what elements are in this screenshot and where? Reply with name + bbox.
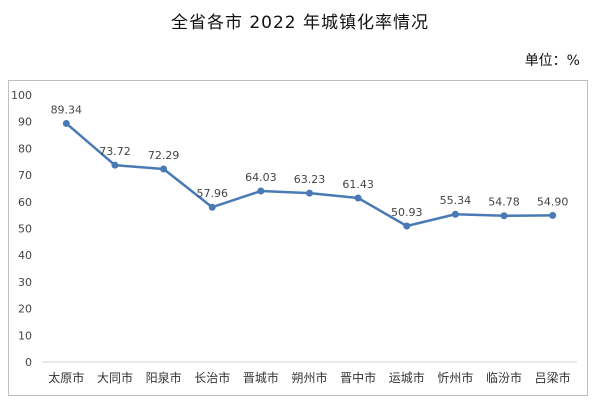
data-label: 73.72: [99, 145, 131, 158]
data-point: [111, 161, 119, 169]
data-label: 64.03: [245, 171, 277, 184]
data-point: [160, 165, 168, 173]
data-label: 57.96: [196, 187, 228, 200]
unit-label: 单位：%: [524, 53, 580, 69]
data-point: [257, 187, 265, 195]
x-category-label: 晋城市: [243, 370, 279, 385]
y-tick-label: 30: [18, 276, 32, 289]
y-tick-label: 0: [25, 356, 32, 369]
data-point: [451, 210, 459, 218]
chart-title: 全省各市 2022 年城镇化率情况: [170, 13, 430, 33]
data-point: [549, 211, 557, 219]
y-tick-label: 80: [18, 142, 32, 155]
data-point: [306, 189, 313, 197]
data-label: 63.23: [294, 173, 326, 186]
data-label: 50.93: [391, 206, 423, 219]
data-label: 89.34: [51, 103, 83, 116]
data-label: 54.78: [488, 196, 520, 209]
x-category-label: 大同市: [97, 370, 133, 385]
data-label: 54.90: [537, 195, 569, 208]
x-category-label: 长治市: [194, 370, 230, 385]
x-category-label: 运城市: [389, 370, 425, 385]
data-label: 55.34: [440, 194, 472, 207]
y-tick-label: 70: [18, 169, 32, 182]
x-category-label: 太原市: [48, 370, 84, 385]
x-category-label: 吕梁市: [535, 370, 571, 385]
x-category-label: 朔州市: [291, 370, 327, 385]
data-point: [62, 119, 70, 127]
data-point: [500, 212, 508, 220]
data-point: [403, 222, 411, 230]
y-tick-label: 20: [18, 303, 32, 316]
data-point: [354, 194, 362, 202]
x-category-label: 临汾市: [486, 370, 522, 385]
y-tick-label: 40: [18, 249, 32, 262]
chart-frame: [8, 80, 588, 396]
data-label: 61.43: [342, 178, 374, 191]
y-tick-label: 50: [18, 223, 32, 236]
y-tick-label: 90: [18, 116, 32, 129]
x-category-label: 阳泉市: [146, 370, 182, 385]
data-label: 72.29: [148, 149, 180, 162]
x-category-label: 晋中市: [340, 370, 376, 385]
data-point: [208, 203, 216, 211]
x-category-label: 忻州市: [437, 370, 473, 385]
y-tick-label: 10: [18, 329, 32, 342]
y-tick-label: 60: [18, 196, 32, 209]
y-tick-label: 100: [11, 89, 32, 102]
